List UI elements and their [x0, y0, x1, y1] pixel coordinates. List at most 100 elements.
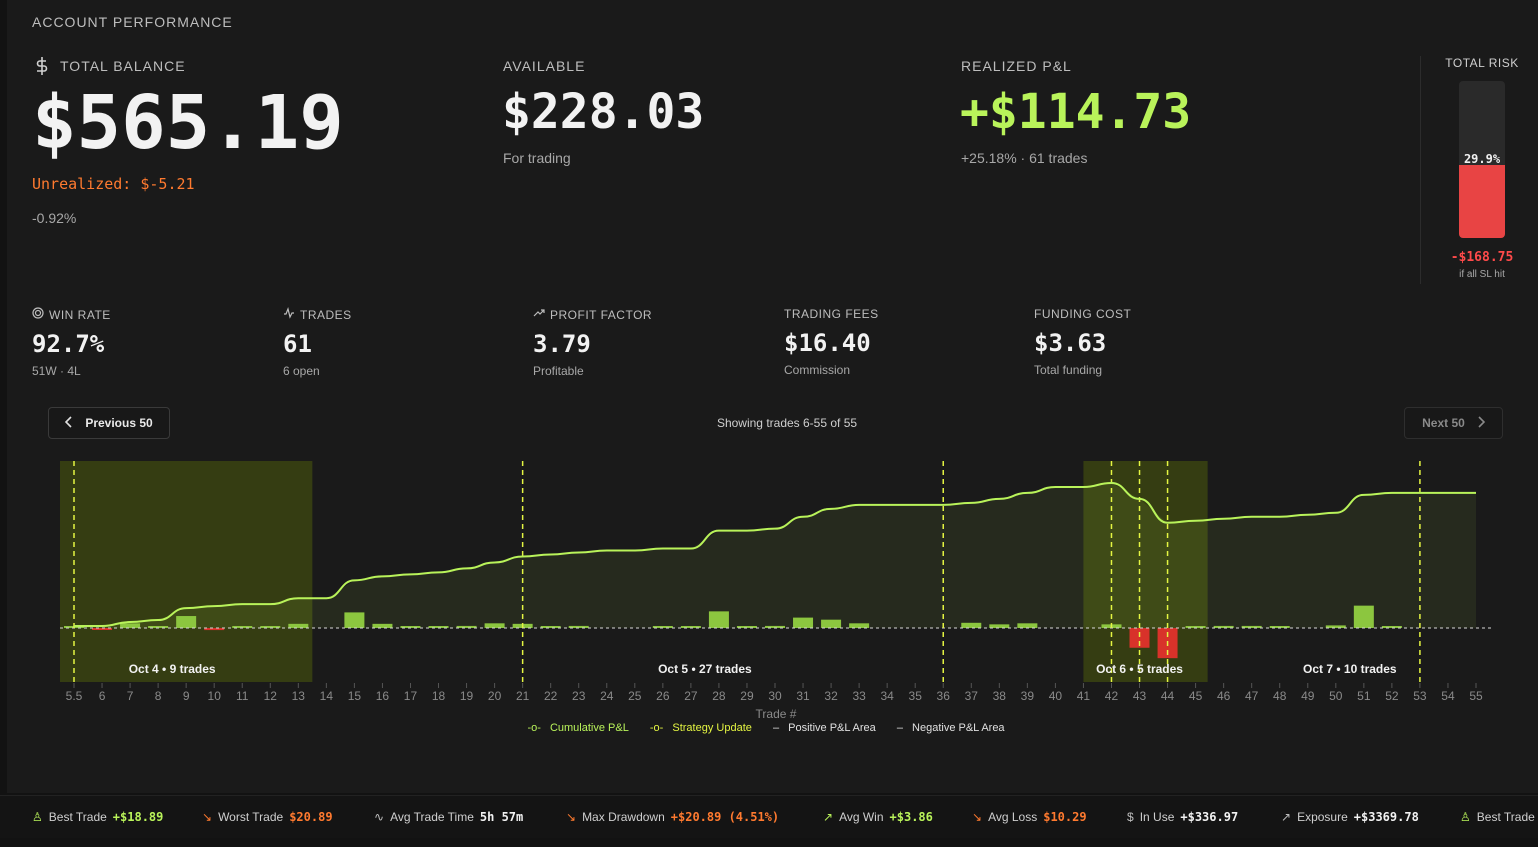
metric-avg-win: ↗ Avg Win +$3.86 [823, 810, 933, 824]
trade-bar [260, 626, 281, 628]
x-axis-label: Trade # [756, 707, 797, 720]
legend-item: – Positive P&L Area [772, 722, 876, 734]
next-page-label: Next 50 [1422, 416, 1465, 430]
stat-sub: Profitable [533, 364, 584, 378]
metric-max-drawdown: ↘ Max Drawdown +$20.89 (4.51%) [566, 810, 780, 824]
metric-best-trade: ♙ Best Trade +$18.89 [32, 810, 164, 824]
stat-label: TRADES [300, 307, 352, 322]
previous-page-button[interactable]: Previous 50 [48, 407, 170, 439]
x-tick-label: 45 [1189, 689, 1203, 703]
legend-item: -o- Strategy Update [649, 722, 752, 734]
risk-percent: 29.9% [1463, 152, 1501, 166]
trending-up-icon [533, 307, 545, 322]
x-tick-label: 5.5 [66, 689, 83, 703]
trade-bar [736, 626, 757, 628]
x-tick-label: 35 [909, 689, 923, 703]
x-tick-label: 44 [1161, 689, 1175, 703]
trade-bar [148, 626, 169, 628]
trade-bar [1381, 626, 1402, 628]
trade-bar [120, 623, 141, 628]
x-tick-label: 36 [937, 689, 951, 703]
stat-value: 3.79 [533, 330, 591, 358]
trending-down-icon: ↘ [202, 810, 213, 824]
x-tick-label: 20 [488, 689, 502, 703]
stat-value: $3.63 [1034, 329, 1107, 357]
trade-bar [652, 626, 673, 628]
x-tick-label: 10 [208, 689, 222, 703]
legend-item: – Negative P&L Area [896, 722, 1005, 734]
trade-bar [1185, 626, 1206, 628]
trade-bar [204, 628, 225, 631]
x-tick-label: 30 [768, 689, 782, 703]
trophy-icon: ♙ [1460, 810, 1471, 824]
showing-trades-label: Showing trades 6-55 of 55 [716, 416, 858, 430]
trending-down-icon: ↘ [566, 810, 577, 824]
x-tick-label: 55 [1469, 689, 1483, 703]
stat-profit-factor: PROFIT FACTOR 3.79 Profitable [533, 307, 773, 379]
x-tick-label: 50 [1329, 689, 1343, 703]
metric-worst-trade: ↘ Worst Trade $20.89 [202, 810, 333, 824]
stat-value: 61 [283, 330, 312, 358]
x-tick-label: 46 [1217, 689, 1231, 703]
x-tick-label: 12 [264, 689, 278, 703]
x-tick-label: 22 [544, 689, 558, 703]
session-label: Oct 7 • 10 trades [1303, 662, 1397, 676]
trade-bar [484, 623, 505, 628]
previous-page-label: Previous 50 [85, 416, 153, 430]
x-tick-label: 16 [376, 689, 390, 703]
realized-value: +$114.73 [960, 84, 1192, 140]
x-tick-label: 27 [684, 689, 698, 703]
trade-bar [989, 624, 1010, 628]
x-tick-label: 19 [460, 689, 474, 703]
stat-sub: 6 open [283, 364, 320, 378]
x-tick-label: 39 [1021, 689, 1035, 703]
x-tick-label: 15 [348, 689, 362, 703]
total-balance-label: TOTAL BALANCE [60, 58, 186, 74]
trade-bar [680, 626, 701, 628]
trade-bar [428, 626, 449, 628]
trade-bar [1269, 626, 1290, 628]
stat-win-rate: WIN RATE 92.7% 51W · 4L [32, 307, 272, 378]
x-tick-label: 28 [712, 689, 726, 703]
stat-trading-fees: TRADING FEES $16.40 Commission [784, 307, 1024, 377]
x-tick-label: 7 [127, 689, 134, 703]
trade-bar [176, 616, 197, 628]
risk-gauge-fill [1459, 165, 1505, 238]
stat-funding-cost: FUNDING COST $3.63 Total funding [1034, 307, 1274, 377]
x-tick-label: 23 [572, 689, 586, 703]
x-tick-label: 11 [236, 689, 249, 703]
trade-bar [400, 626, 421, 628]
stat-label: PROFIT FACTOR [550, 307, 653, 322]
metric-best-trade-repeat: ♙ Best Trade [1460, 810, 1535, 824]
x-tick-label: 54 [1441, 689, 1455, 703]
trade-bar [456, 625, 477, 628]
x-tick-label: 13 [292, 689, 306, 703]
stat-value: $16.40 [784, 329, 871, 357]
trending-up-icon: ↗ [1281, 810, 1292, 824]
x-tick-label: 21 [516, 689, 530, 703]
trade-bar [821, 619, 842, 628]
x-tick-label: 48 [1273, 689, 1287, 703]
x-tick-label: 38 [993, 689, 1007, 703]
chart-legend: -o- Cumulative P&L -o- Strategy Update –… [0, 722, 1538, 734]
trade-bar [344, 612, 365, 628]
x-tick-label: 49 [1301, 689, 1315, 703]
x-tick-label: 25 [628, 689, 642, 703]
trade-bar [1213, 625, 1234, 628]
session-label: Oct 4 • 9 trades [129, 662, 216, 676]
dollar-icon: $ [1127, 810, 1134, 824]
trade-bar [1129, 628, 1150, 648]
cumulative-pnl-line [73, 481, 1476, 627]
x-tick-label: 9 [183, 689, 190, 703]
trade-bar [1325, 625, 1346, 628]
trending-up-icon: ↗ [823, 810, 834, 824]
next-page-button[interactable]: Next 50 [1404, 407, 1503, 439]
x-tick-label: 17 [404, 689, 418, 703]
x-tick-label: 32 [824, 689, 838, 703]
trade-bar [765, 625, 785, 628]
metric-avg-trade-time: ∿ Avg Trade Time 5h 57m [374, 810, 524, 824]
x-tick-label: 40 [1049, 689, 1063, 703]
unrealized-pnl: Unrealized: $-5.21 [32, 175, 195, 193]
x-tick-label: 37 [965, 689, 979, 703]
chevron-right-icon [1477, 415, 1485, 431]
